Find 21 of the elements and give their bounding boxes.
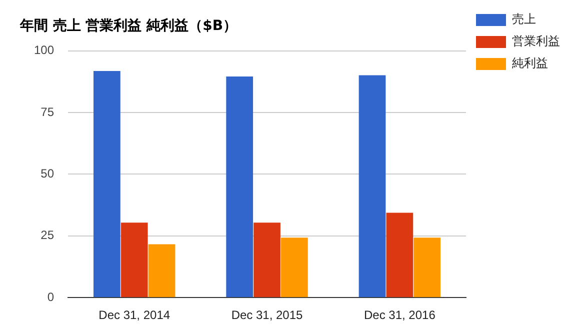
bar: [148, 244, 176, 298]
bar: [94, 71, 120, 298]
x-tick-label: Dec 31, 2016: [364, 308, 436, 322]
bar: [280, 238, 308, 298]
y-tick-label: 75: [40, 104, 54, 119]
bar: [254, 222, 280, 298]
x-tick-label: Dec 31, 2015: [231, 308, 304, 322]
x-tick-label: Dec 31, 2014: [98, 308, 170, 322]
bar: [226, 76, 254, 298]
chart-title: 年間 売上 営業利益 純利益（$B）: [19, 18, 238, 34]
legend-label: 純利益: [512, 56, 548, 70]
bar: [358, 75, 386, 298]
bar: [414, 238, 441, 298]
y-tick-label: 50: [40, 166, 54, 181]
y-tick-label: 25: [40, 228, 54, 242]
y-tick-label: 100: [34, 43, 54, 58]
y-tick-label: 0: [47, 290, 54, 304]
bar: [120, 222, 148, 298]
legend-label: 売上: [512, 12, 536, 26]
legend-label: 営業利益: [512, 34, 560, 48]
bar: [386, 212, 414, 298]
